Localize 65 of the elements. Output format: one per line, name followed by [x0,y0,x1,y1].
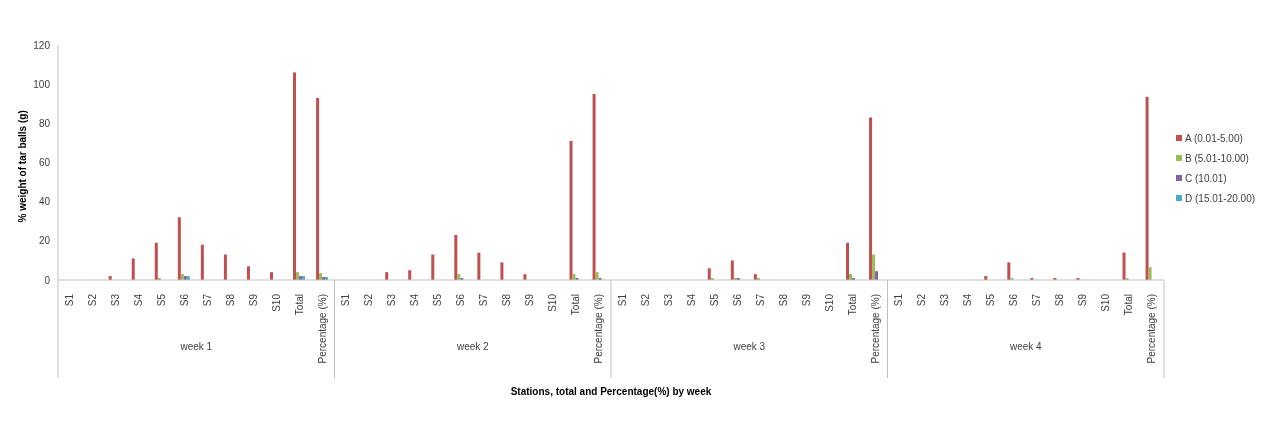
x-tick-label: S6 [455,293,467,307]
y-tick-label: 120 [33,39,51,51]
y-tick-label: 100 [33,78,51,90]
x-tick-label: S5 [985,293,997,307]
x-tick-label: S3 [386,293,398,307]
x-tick-label: S1 [616,293,628,307]
x-tick-label: S9 [1077,293,1089,307]
x-tick-label: Total [570,294,582,316]
x-tick-label: S7 [201,293,213,307]
x-tick-label: S6 [731,293,743,307]
x-axis-title: Stations, total and Percentage(%) by week [510,386,712,397]
x-tick-label: S8 [224,293,236,307]
y-tick-label: 20 [38,235,51,247]
x-tick-label: S4 [685,293,697,307]
x-tick-label: S6 [178,293,190,307]
x-tick-label: S3 [109,293,121,307]
x-tick-label: Percentage (%) [869,294,881,364]
x-tick-label: S9 [800,293,812,307]
y-tick-label: 0 [44,274,51,286]
x-tick-label: S7 [1031,293,1043,307]
text: week 1 [179,341,213,352]
x-tick-label: S8 [501,293,513,307]
x-tick-label: S10 [547,293,559,312]
x-tick-label: S2 [86,293,98,307]
x-tick-label: S5 [155,293,167,307]
y-axis-title: % weight of tar balls (g) [16,110,28,223]
legend-label: A (0.01-5.00) [1185,132,1243,144]
text: week 3 [732,341,766,352]
x-tick-label: S2 [639,293,651,307]
y-tick-label: 60 [38,157,51,169]
text: week 2 [455,341,490,352]
x-tick-label: Total [1123,294,1135,316]
x-tick-label: S7 [754,293,766,307]
x-tick-label: S10 [1100,293,1112,312]
x-tick-label: S9 [247,293,259,307]
x-tick-label: Percentage (%) [593,294,605,364]
x-tick-label: S10 [270,293,282,312]
x-tick-label: S10 [823,293,835,312]
y-tick-label: 40 [38,196,51,208]
x-tick-label: S6 [1008,293,1020,307]
legend-label: D (15.01-20.00) [1185,192,1256,204]
x-tick-label: S5 [708,293,720,307]
x-tick-label: S4 [132,293,144,307]
x-tick-label: S2 [363,293,375,307]
text: week 4 [1008,341,1043,352]
x-tick-label: S7 [478,293,490,307]
x-tick-label: S8 [1054,293,1066,307]
x-tick-label: S1 [63,293,75,307]
x-tick-label: S2 [916,293,928,307]
x-tick-label: S4 [409,293,421,307]
legend-label: C (10.01) [1185,172,1227,184]
x-tick-label: S3 [662,293,674,307]
x-tick-label: Total [293,294,305,316]
x-tick-label: S5 [432,293,444,307]
x-tick-label: Percentage (%) [316,294,328,364]
x-tick-label: S1 [340,293,352,307]
x-tick-label: Percentage (%) [1146,294,1158,364]
legend-label: B (5.01-10.00) [1185,152,1249,164]
x-tick-label: S3 [939,293,951,307]
x-tick-label: S1 [893,293,905,307]
y-tick-label: 80 [38,117,51,129]
x-tick-label: S8 [777,293,789,307]
x-tick-label: S9 [524,293,536,307]
x-tick-label: Total [846,294,858,316]
x-tick-label: S4 [962,293,974,307]
